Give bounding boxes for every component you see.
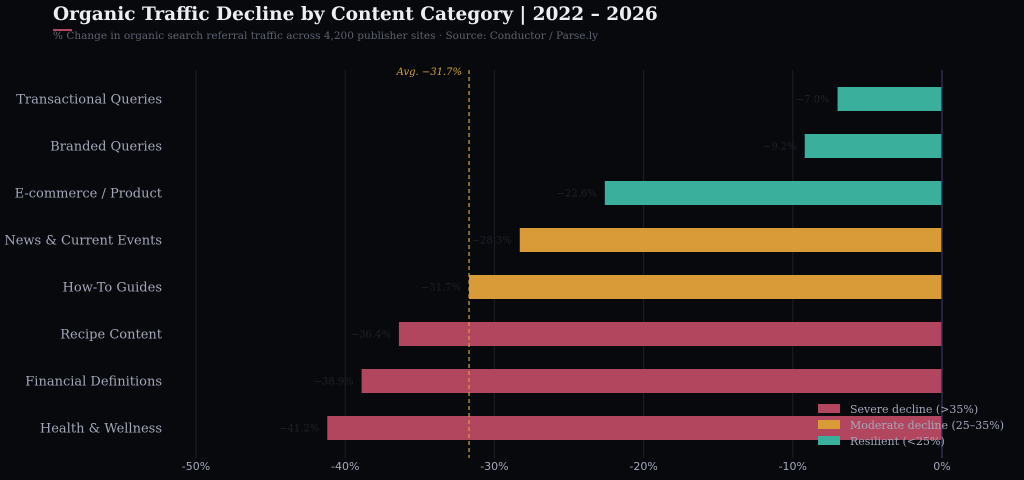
average-layer: Avg. −31.7% bbox=[396, 67, 470, 458]
data-label: −22.6% bbox=[557, 189, 597, 200]
data-label: −31.7% bbox=[421, 283, 461, 294]
average-label: Avg. −31.7% bbox=[396, 67, 462, 78]
category-label: News & Current Events bbox=[4, 234, 162, 249]
bar-severe bbox=[361, 369, 942, 393]
x-tick-label: -30% bbox=[480, 460, 508, 473]
bar-resilient bbox=[604, 181, 942, 205]
category-label: Financial Definitions bbox=[25, 375, 162, 390]
labels-layer: Transactional Queries −7.0% Branded Querie… bbox=[4, 93, 829, 437]
data-label: −41.2% bbox=[279, 424, 319, 435]
data-label: −7.0% bbox=[796, 95, 830, 106]
chart-title: Organic Traffic Decline by Content Categ… bbox=[53, 4, 658, 25]
category-label: Branded Queries bbox=[50, 140, 162, 155]
x-tick-label: -50% bbox=[182, 460, 210, 473]
x-tick-label: 0% bbox=[933, 460, 950, 473]
bar-moderate bbox=[469, 275, 942, 299]
bars-layer bbox=[327, 87, 942, 440]
x-tick-label: -40% bbox=[331, 460, 359, 473]
data-label: −36.4% bbox=[351, 330, 391, 341]
legend-label-moderate: Moderate decline (25–35%) bbox=[850, 419, 1004, 432]
category-label: Health & Wellness bbox=[40, 422, 162, 437]
x-tick-label: -20% bbox=[629, 460, 657, 473]
bar-severe bbox=[398, 322, 942, 346]
grid-layer bbox=[195, 70, 794, 458]
legend-label-severe: Severe decline (>35%) bbox=[850, 403, 978, 416]
x-tick-label: -10% bbox=[779, 460, 807, 473]
data-label: −38.9% bbox=[313, 377, 353, 388]
legend-swatch-resilient bbox=[818, 436, 840, 445]
legend-swatch-moderate bbox=[818, 420, 840, 429]
bar-moderate bbox=[519, 228, 942, 252]
category-label: E-commerce / Product bbox=[15, 187, 163, 202]
category-label: How-To Guides bbox=[63, 281, 162, 296]
bar-resilient bbox=[837, 87, 942, 111]
data-label: −9.2% bbox=[763, 142, 797, 153]
category-label: Transactional Queries bbox=[16, 93, 162, 108]
legend-label-resilient: Resilient (<25%) bbox=[850, 435, 945, 448]
data-label: −28.3% bbox=[472, 236, 512, 247]
chart-subtitle: % Change in organic search referral traf… bbox=[53, 30, 599, 42]
bar-resilient bbox=[804, 134, 942, 158]
axis-layer: -50% -40% -30% -20% -10% 0% bbox=[182, 70, 951, 473]
legend: Severe decline (>35%) Moderate decline (2… bbox=[818, 403, 1004, 448]
title-accent-line bbox=[53, 29, 72, 31]
category-label: Recipe Content bbox=[60, 328, 163, 343]
legend-swatch-severe bbox=[818, 404, 840, 413]
